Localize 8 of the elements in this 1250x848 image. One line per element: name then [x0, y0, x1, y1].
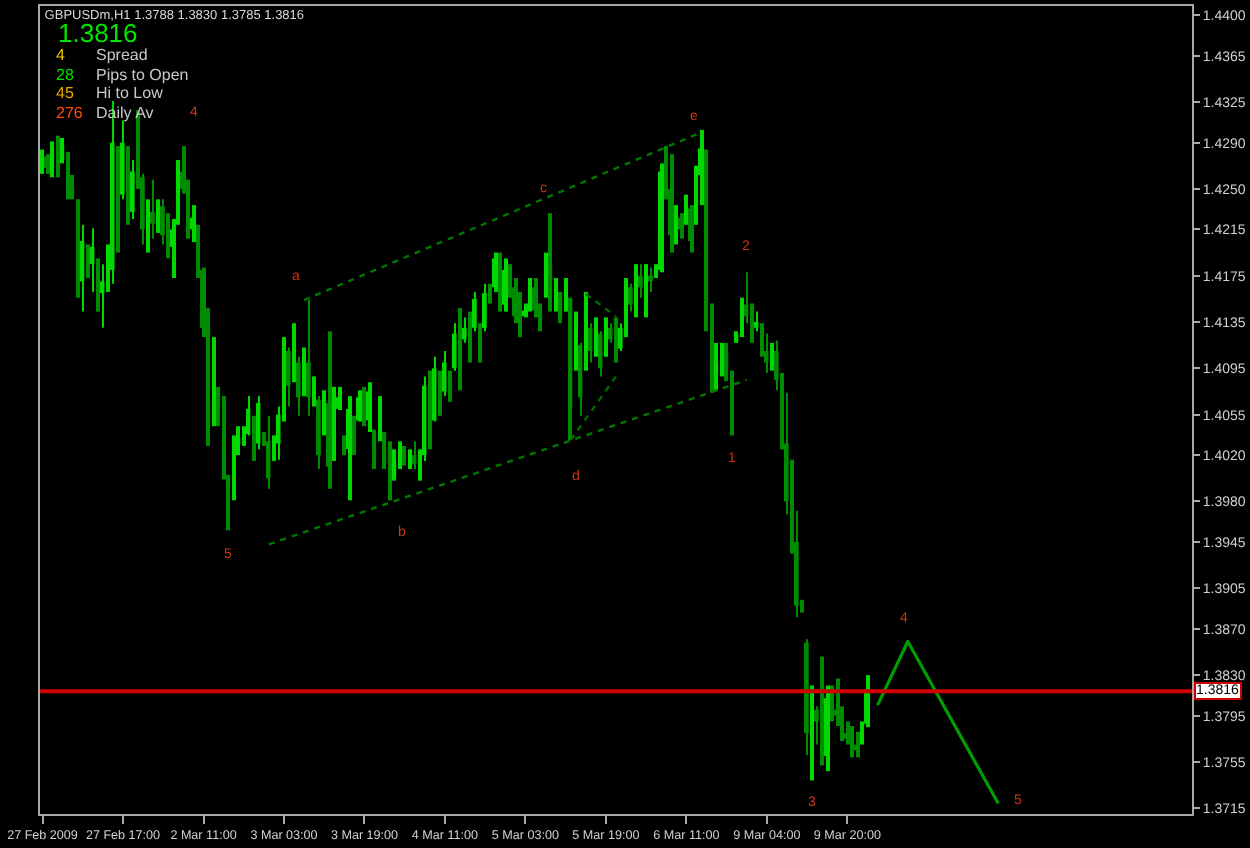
annotation: 1.3816 — [58, 18, 138, 48]
annotation: Pips to Open — [96, 66, 189, 84]
annotation: 45 — [56, 84, 75, 102]
annotation: 276 — [56, 104, 84, 122]
annotation: Spread — [96, 46, 148, 64]
annotation: 28 — [56, 66, 75, 84]
annotation: 4 — [56, 46, 66, 64]
annotation: Hi to Low — [96, 84, 164, 102]
